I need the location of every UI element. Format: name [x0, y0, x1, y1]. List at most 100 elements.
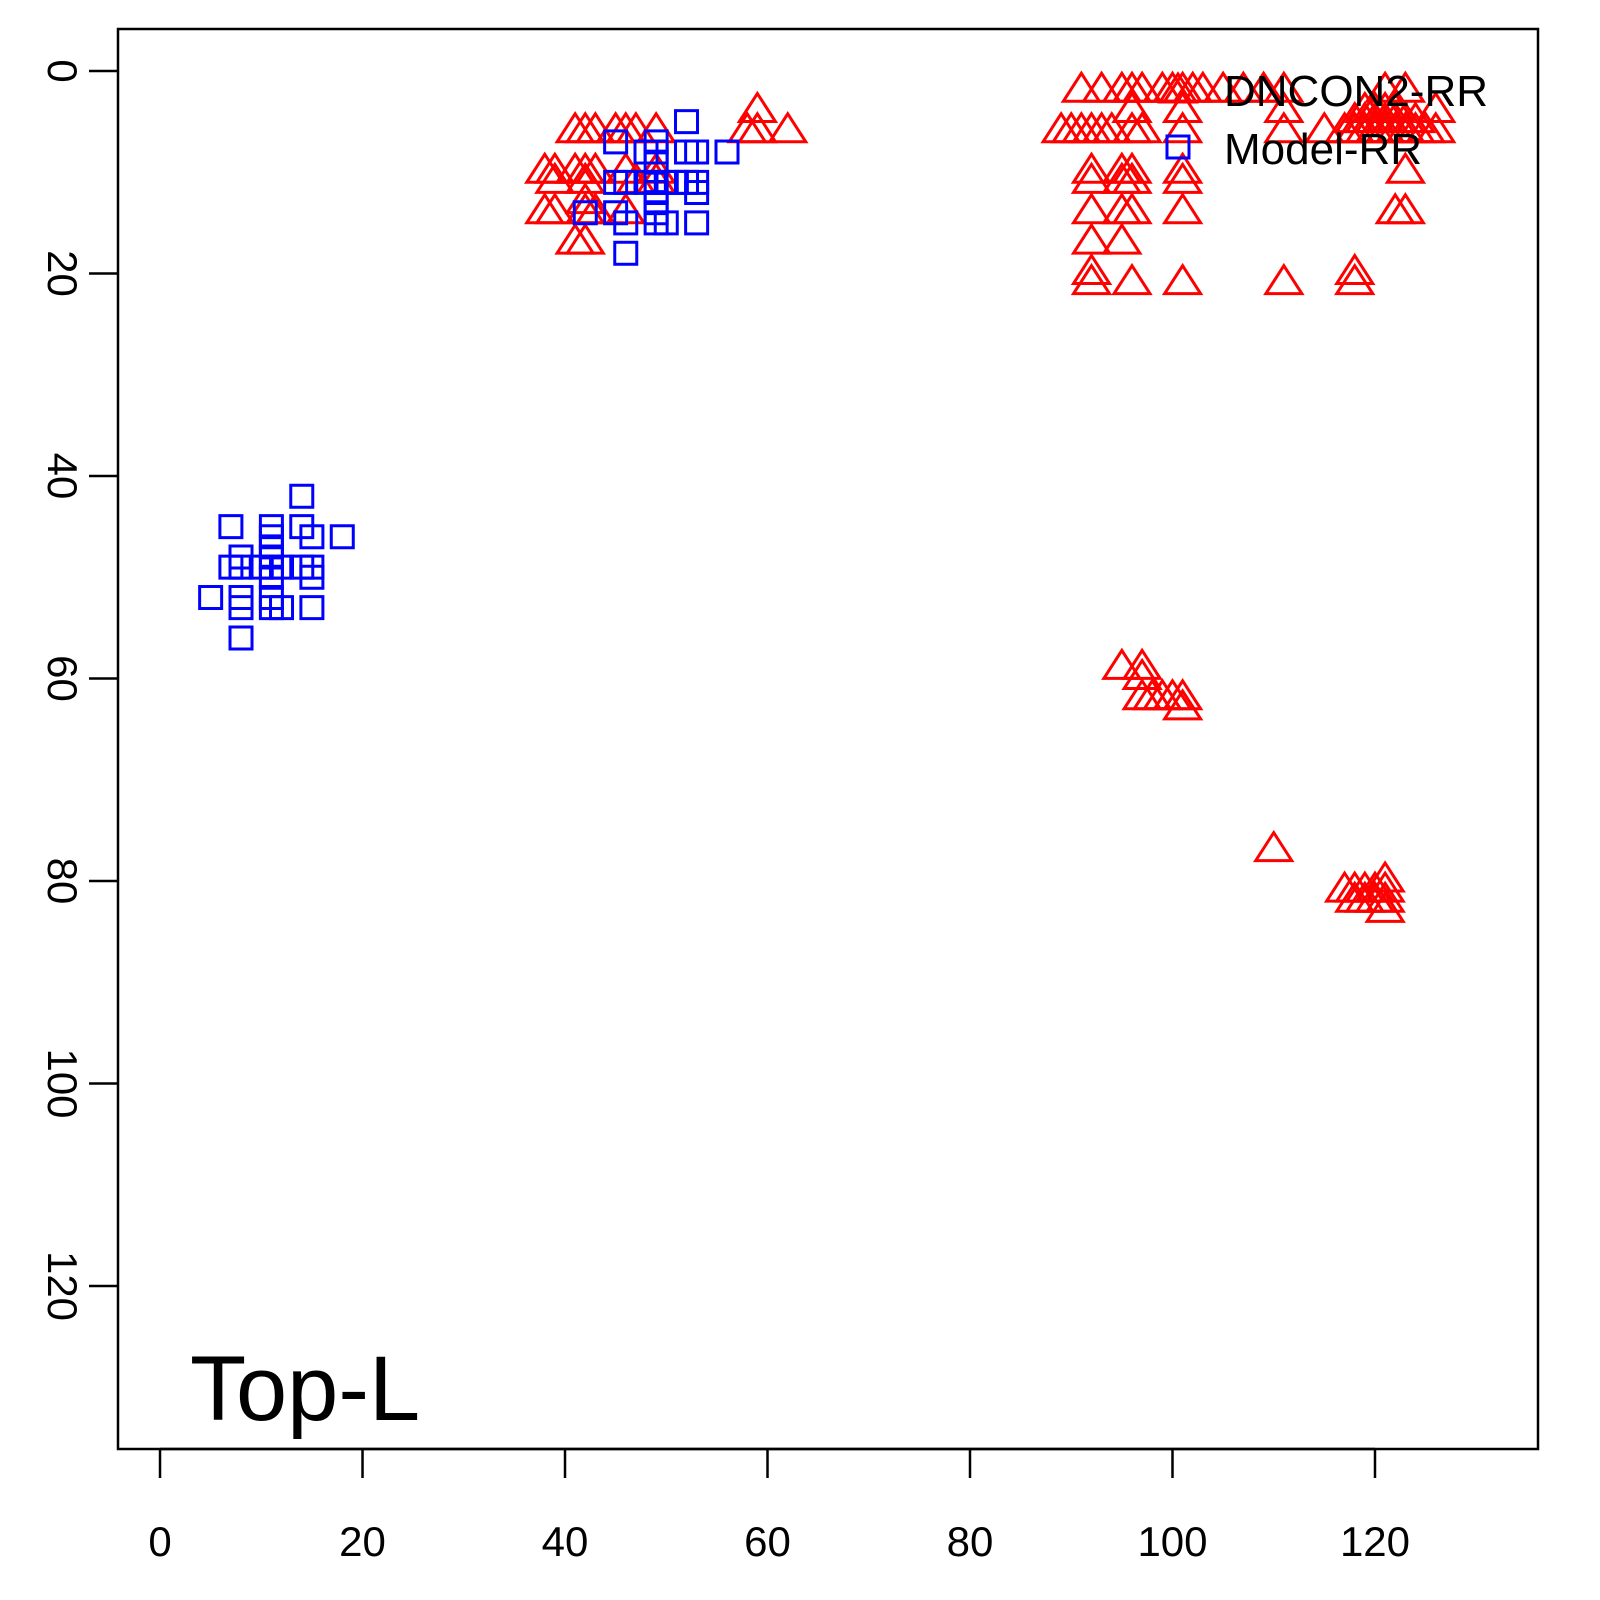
data-point-triangle — [534, 191, 576, 225]
data-point-triangle — [1202, 70, 1244, 103]
data-point-triangle — [574, 110, 617, 144]
legend-label-dncon2: DNCON2-RR — [1224, 67, 1488, 116]
data-point-triangle — [1333, 252, 1376, 286]
annotation-label: Top-L — [190, 1338, 420, 1440]
data-point-triangle — [1222, 70, 1265, 103]
y-tick-label: 120 — [39, 1251, 86, 1321]
data-point-triangle — [1414, 90, 1457, 124]
data-point-square — [228, 595, 254, 621]
data-point-triangle — [1070, 222, 1113, 255]
data-point-triangle — [1111, 262, 1153, 296]
data-point-triangle — [1161, 90, 1204, 124]
data-point-triangle — [534, 151, 576, 184]
data-point-triangle — [767, 110, 809, 144]
data-point-triangle — [1414, 110, 1457, 144]
data-point-square — [269, 595, 295, 621]
data-point-triangle — [1070, 191, 1113, 225]
data-point-triangle — [1364, 890, 1406, 923]
data-point-triangle — [1161, 262, 1204, 296]
data-point-triangle — [736, 90, 779, 124]
x-tick-label: 0 — [148, 1518, 171, 1565]
legend-triangle-icon — [1157, 71, 1199, 104]
legend-square-icon — [1165, 134, 1191, 160]
data-point-square — [228, 554, 254, 580]
y-tick-label: 0 — [39, 59, 86, 82]
data-point-triangle — [1161, 161, 1204, 194]
data-point-triangle — [1070, 161, 1113, 194]
y-tick-label: 100 — [39, 1048, 86, 1118]
legend: DNCON2-RR Model-RR — [1157, 67, 1488, 174]
data-point-triangle — [1263, 262, 1305, 296]
data-point-square — [258, 564, 284, 590]
data-point-square — [603, 129, 629, 155]
data-point-triangle — [1303, 110, 1346, 144]
data-point-triangle — [1161, 191, 1204, 225]
data-point-triangle — [1161, 110, 1204, 144]
x-tick-label: 40 — [542, 1518, 589, 1565]
data-point-square — [228, 625, 254, 651]
data-point-triangle — [1121, 110, 1163, 144]
data-point-triangle — [1263, 70, 1305, 103]
data-point-triangle — [1070, 151, 1113, 184]
data-point-triangle — [1252, 829, 1295, 863]
data-point-square — [299, 595, 325, 621]
data-point-triangle — [1121, 70, 1163, 103]
data-point-square — [299, 524, 325, 550]
x-tick-label: 60 — [744, 1518, 791, 1565]
data-point-triangle — [736, 110, 779, 144]
data-point-triangle — [1101, 647, 1143, 680]
y-tick-label: 60 — [39, 655, 86, 702]
data-point-triangle — [1161, 677, 1204, 711]
x-tick-label: 120 — [1340, 1518, 1410, 1565]
data-point-square — [198, 585, 224, 611]
data-point-square — [653, 210, 679, 236]
x-tick-label: 80 — [947, 1518, 994, 1565]
data-point-triangle — [1161, 151, 1204, 184]
data-point-triangle — [564, 222, 607, 255]
data-point-triangle — [1060, 70, 1103, 103]
y-axis: 0 20 40 60 80 100 120 — [39, 59, 118, 1321]
data-point-triangle — [1111, 90, 1153, 124]
data-point-square — [684, 180, 710, 206]
data-point-square — [613, 169, 639, 195]
data-point-triangle — [1161, 688, 1204, 721]
data-point-triangle — [1364, 90, 1406, 124]
data-point-triangle — [1394, 100, 1437, 134]
data-point-triangle — [1080, 70, 1123, 103]
data-point-square — [572, 200, 598, 226]
legend-label-model: Model-RR — [1224, 125, 1422, 174]
plot-marks — [198, 70, 1457, 923]
data-point-triangle — [1384, 191, 1427, 225]
y-tick-label: 40 — [39, 453, 86, 500]
plot-frame — [116, 27, 1540, 1451]
data-point-triangle — [1263, 90, 1305, 124]
x-tick-label: 100 — [1137, 1518, 1207, 1565]
data-point-square — [684, 210, 710, 236]
data-point-triangle — [1263, 110, 1305, 144]
data-point-triangle — [1101, 222, 1143, 255]
data-point-triangle — [1384, 151, 1427, 184]
data-point-triangle — [1364, 880, 1406, 913]
data-point-square — [218, 514, 244, 540]
data-point-square — [613, 210, 639, 236]
data-point-square — [684, 139, 710, 165]
data-point-square — [674, 109, 700, 135]
data-point-triangle — [1070, 262, 1113, 296]
data-point-square — [289, 483, 315, 509]
data-point-triangle — [1070, 252, 1113, 286]
data-point-triangle — [1333, 262, 1376, 296]
y-tick-label: 20 — [39, 250, 86, 297]
y-tick-label: 80 — [39, 858, 86, 905]
data-point-square — [299, 564, 325, 590]
data-point-triangle — [1242, 70, 1285, 103]
data-point-triangle — [1111, 191, 1153, 225]
data-point-square — [329, 524, 355, 550]
data-point-triangle — [1091, 110, 1133, 144]
data-point-triangle — [1121, 657, 1163, 691]
x-axis: 0 20 40 60 80 100 120 — [148, 1447, 1410, 1565]
data-point-square — [714, 139, 740, 165]
data-point-square — [613, 240, 639, 266]
x-tick-label: 20 — [339, 1518, 386, 1565]
data-point-triangle — [1182, 70, 1224, 103]
